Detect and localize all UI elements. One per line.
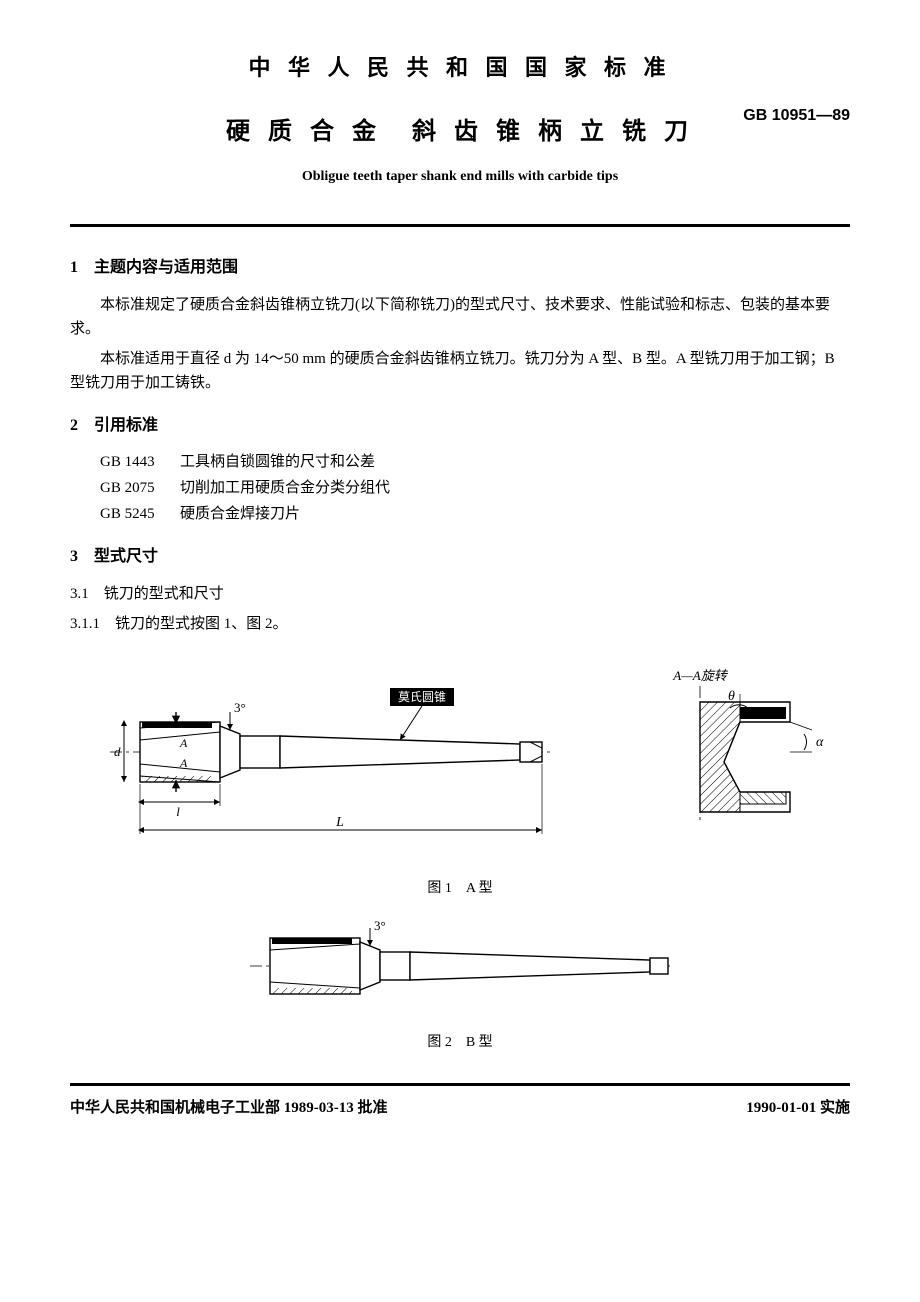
title-row: GB 10951—89 硬 质 合 金 斜 齿 锥 柄 立 铣 刀 [70, 113, 850, 151]
ref-item: GB 1443工具柄自锁圆锥的尺寸和公差 [100, 450, 850, 474]
ref-desc: 工具柄自锁圆锥的尺寸和公差 [180, 454, 375, 470]
footer-left: 中华人民共和国机械电子工业部 1989-03-13 批准 [70, 1096, 388, 1120]
fig1-side-view: A A 3° 莫氏圆锥 d l L [110, 688, 550, 834]
sec2-title: 引用标准 [94, 417, 158, 434]
sec3-1-1: 3.1.1 铣刀的型式按图 1、图 2。 [70, 612, 850, 636]
ref-code: GB 5245 [100, 502, 180, 526]
ref-item: GB 2075切削加工用硬质合金分类分组代 [100, 476, 850, 500]
ref-desc: 切削加工用硬质合金分类分组代 [180, 480, 390, 496]
sec1-num: 1 [70, 259, 78, 276]
section-2-heading: 2 引用标准 [70, 413, 850, 439]
fig1-alpha: α [816, 735, 824, 750]
fig1-A1: A [179, 736, 188, 750]
figure-2-caption: 图 2 B 型 [70, 1032, 850, 1054]
top-rule [70, 224, 850, 227]
ref-desc: 硬质合金焊接刀片 [180, 506, 300, 522]
figure-2-svg: 3° [240, 916, 680, 1016]
figure-1: A A 3° 莫氏圆锥 d l L A—A旋转 [70, 652, 850, 870]
sec3-title: 型式尺寸 [94, 548, 158, 565]
section-3-heading: 3 型式尺寸 [70, 544, 850, 570]
fig1-l: l [176, 804, 180, 819]
fig1-section-aa: A—A旋转 θ α [672, 668, 824, 822]
fig1-angle3: 3° [234, 700, 246, 715]
sec1-p2: 本标准适用于直径 d 为 14～50 mm 的硬质合金斜齿锥柄立铣刀。铣刀分为 … [70, 347, 850, 395]
figure-1-caption: 图 1 A 型 [70, 878, 850, 900]
figure-2: 3° [70, 916, 850, 1024]
footer-right: 1990-01-01 实施 [746, 1096, 850, 1120]
title-en: Obligue teeth taper shank end mills with… [70, 166, 850, 188]
fig1-L: L [335, 815, 344, 830]
fig2-angle3: 3° [374, 918, 386, 933]
sec2-num: 2 [70, 417, 78, 434]
sec3-num: 3 [70, 548, 78, 565]
bottom-rule [70, 1083, 850, 1086]
ref-code: GB 1443 [100, 450, 180, 474]
fig1-A2: A [179, 756, 188, 770]
fig1-theta: θ [728, 689, 735, 704]
fig1-d: d [114, 744, 121, 759]
sec1-title: 主题内容与适用范围 [94, 259, 238, 276]
title-zh: 硬 质 合 金 斜 齿 锥 柄 立 铣 刀 [70, 113, 850, 151]
sec1-p1: 本标准规定了硬质合金斜齿锥柄立铣刀(以下简称铣刀)的型式尺寸、技术要求、性能试验… [70, 293, 850, 341]
gb-code: GB 10951—89 [743, 103, 850, 129]
ref-item: GB 5245硬质合金焊接刀片 [100, 502, 850, 526]
fig1-aa-label: A—A旋转 [672, 668, 728, 683]
section-1-heading: 1 主题内容与适用范围 [70, 255, 850, 281]
footer: 中华人民共和国机械电子工业部 1989-03-13 批准 1990-01-01 … [70, 1096, 850, 1120]
figure-1-svg: A A 3° 莫氏圆锥 d l L A—A旋转 [80, 652, 840, 862]
sec3-1: 3.1 铣刀的型式和尺寸 [70, 582, 850, 606]
ref-list: GB 1443工具柄自锁圆锥的尺寸和公差 GB 2075切削加工用硬质合金分类分… [100, 450, 850, 526]
fig1-morse-label: 莫氏圆锥 [398, 690, 446, 704]
standard-header: 中 华 人 民 共 和 国 国 家 标 准 [70, 50, 850, 85]
ref-code: GB 2075 [100, 476, 180, 500]
